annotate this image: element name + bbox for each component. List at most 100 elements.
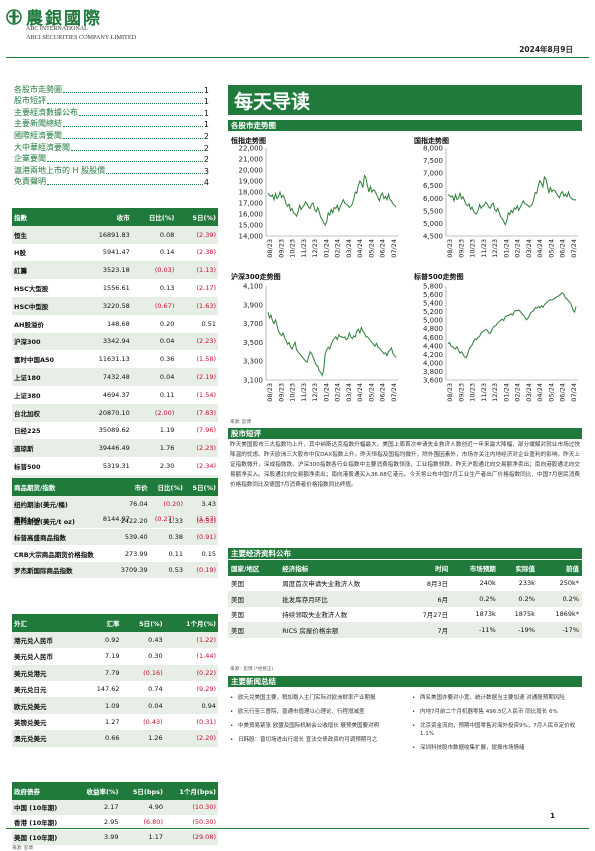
cell-value: RICS 房屋价格余额 xyxy=(279,622,405,638)
cell-value: 1.33 xyxy=(168,516,183,525)
news-item[interactable]: • 两名美国亦要对小宽、统计数据当主要加速 对通胀预期风险 xyxy=(412,694,582,702)
cell-value: 0.15 xyxy=(201,549,216,558)
y-tick-label: 6,000 xyxy=(423,195,443,203)
column-header: 实际值 xyxy=(498,560,538,576)
toc-item[interactable]: 免責聲明 4 xyxy=(14,176,209,187)
cell-value: (2.38) xyxy=(196,248,216,257)
cell-value: 0.2% xyxy=(451,591,499,607)
x-tick-label: 02/24 xyxy=(334,239,342,258)
row-label: 紅籌 xyxy=(12,261,79,280)
column-header: 商品期货/指数 xyxy=(12,478,113,496)
news-item[interactable]: • 欧元兑美国主要，稍加稳入主门实际对欧洲财率产业期报 xyxy=(230,694,400,702)
econ-row: 美国 周度首次申请失业救济人数 8月3日 240k 233k 250k* xyxy=(228,576,582,592)
cell-value: 5941.47 xyxy=(102,248,130,257)
cell-value: 147.62 xyxy=(96,685,120,694)
x-tick-label: 07/24 xyxy=(390,239,398,258)
cell-value: 35089.62 xyxy=(98,426,130,435)
x-tick-label: 10/23 xyxy=(469,239,477,258)
toc-item[interactable]: 企業要聞 2 xyxy=(14,153,209,164)
toc-item-page: 2 xyxy=(203,131,209,141)
toc-item[interactable]: 大中華經濟要聞 2 xyxy=(14,141,209,153)
y-tick-label: 3,900 xyxy=(243,301,263,309)
toc-leader xyxy=(63,137,203,139)
x-tick-label: 08/23 xyxy=(446,383,454,402)
column-header: 市场预期 xyxy=(451,560,499,576)
x-tick-label: 04/24 xyxy=(536,239,544,258)
x-tick-label: 11/23 xyxy=(300,383,308,402)
x-tick-label: 03/24 xyxy=(345,239,353,258)
y-tick-label: 17,000 xyxy=(239,200,264,208)
news-item[interactable]: • 深圳科技股市数据收集扩展，提振市场情绪 xyxy=(412,744,582,752)
bond-table: 政府债券 收益率(%) 5日(bps) 1个月(bps) 中国 (10年期) 2.17 4.… xyxy=(12,782,218,851)
column-header: 汇率 xyxy=(79,614,122,632)
toc-item[interactable]: 國際經濟要聞 2 xyxy=(14,129,209,141)
y-tick-label: 18,000 xyxy=(239,189,264,197)
y-tick-label: 6,500 xyxy=(423,182,443,190)
news-item[interactable]: • 中美贸易紧张 欧盟及国际机制会公收增长 展预美国要对明 xyxy=(230,722,400,730)
column-header: 5日(bps) xyxy=(120,782,165,800)
toc-leader xyxy=(47,184,203,186)
x-tick-label: 10/23 xyxy=(289,383,297,402)
cell-value: (7.83) xyxy=(176,403,218,422)
cell-value: (1.58) xyxy=(196,355,216,364)
x-tick-label: 05/24 xyxy=(367,383,375,402)
toc-item[interactable]: 主要經濟數據公布 1 xyxy=(14,106,209,118)
column-header: 外汇 xyxy=(12,614,80,632)
hscei-line-chart: 8,000 7,500 7,000 6,500 6,000 5,500 5,000 4,500… xyxy=(423,145,578,258)
row-label: 英镑兑美元 xyxy=(14,718,47,727)
x-tick-label: 12/23 xyxy=(311,383,319,402)
row-label: 纽约期金(美元/t oz) xyxy=(14,517,75,526)
toc-leader xyxy=(79,114,203,116)
charts-section-header: 各股市走势图 xyxy=(228,120,582,131)
row-label: 中国 (10年期) xyxy=(12,799,74,815)
fx-row: 欧元兑美元 1.09 0.04 0.94 xyxy=(12,697,218,714)
row-label: 美元兑港元 xyxy=(12,664,80,681)
econ-table: 国家/地区 经济指标 时间 市场预期 实际值 前值 美国 周度首次申请失业救济人数 8月3日 24… xyxy=(228,560,582,638)
cell-value: (0.20) xyxy=(149,495,185,513)
cell-value: 7月 xyxy=(404,622,452,638)
x-tick-label: 09/23 xyxy=(457,239,465,258)
y-tick-label: 5,400 xyxy=(423,300,443,308)
y-tick-label: 7,500 xyxy=(423,157,443,165)
bullet-icon: • xyxy=(412,695,416,701)
cell-value: 0.43 xyxy=(121,631,165,649)
cell-value: -17% xyxy=(537,622,582,638)
cell-value: 2.95 xyxy=(104,818,119,827)
cell-value: 0.14 xyxy=(159,248,175,257)
cell-value: 240k xyxy=(479,579,496,588)
row-label: 美国 (10年期) xyxy=(12,829,74,845)
toc-item[interactable]: 股市短評 1 xyxy=(14,95,209,106)
news-item[interactable]: • 欧元行至三督院，普通市值理以心理论、行程增减差 xyxy=(230,708,400,716)
bullet-icon: • xyxy=(412,709,416,715)
x-tick-label: 03/24 xyxy=(525,383,533,402)
toc-item[interactable]: 各股市走勢圖 1 xyxy=(14,83,209,95)
toc-item[interactable]: 主要新聞總結 1 xyxy=(14,118,209,129)
row-label: 道琼斯 xyxy=(12,439,79,458)
y-tick-label: 4,600 xyxy=(423,334,443,342)
cell-value: 3709.39 xyxy=(112,561,150,579)
cell-value: (1.44) xyxy=(196,652,216,661)
row-label: H股 xyxy=(14,249,26,258)
cell-value: 273.99 xyxy=(124,549,148,558)
y-tick-label: 4,400 xyxy=(423,342,443,350)
x-tick-label: 03/24 xyxy=(525,239,533,258)
row-label: 澳元兑美元 xyxy=(12,730,80,747)
cell-value: 0.74 xyxy=(148,685,163,694)
news-item[interactable]: • 北京资金流向，预期中国零售对海外投资9%，7月人民币定价收1.1% xyxy=(412,722,582,738)
toc-item[interactable]: 滬港兩地上市的 H 股股價 3 xyxy=(14,164,209,176)
x-tick-label: 09/23 xyxy=(457,383,465,402)
x-tick-label: 09/23 xyxy=(277,383,285,402)
news-item[interactable]: • 内地7月前二个月机器零售 496.5亿人民币 同比增长 6% xyxy=(412,708,582,716)
cell-value: (0.53) xyxy=(196,516,216,525)
x-tick-label: 04/24 xyxy=(356,239,364,258)
news-item[interactable]: • 日韩股：曾切场进出行增长 宣法交债政资约可调预期可之 xyxy=(230,736,400,744)
column-header: 政府债券 xyxy=(12,782,74,800)
cell-value: 1875k xyxy=(514,610,535,619)
toc-leader xyxy=(106,172,203,174)
fx-row: 港元兑人民币 0.92 0.43 (1.22) xyxy=(12,631,218,649)
cell-value: 0.66 xyxy=(79,730,122,747)
x-tick-label: 08/23 xyxy=(266,383,274,402)
toc-item-title: 免責聲明 xyxy=(14,177,46,187)
row-label: 美国 xyxy=(231,580,244,589)
